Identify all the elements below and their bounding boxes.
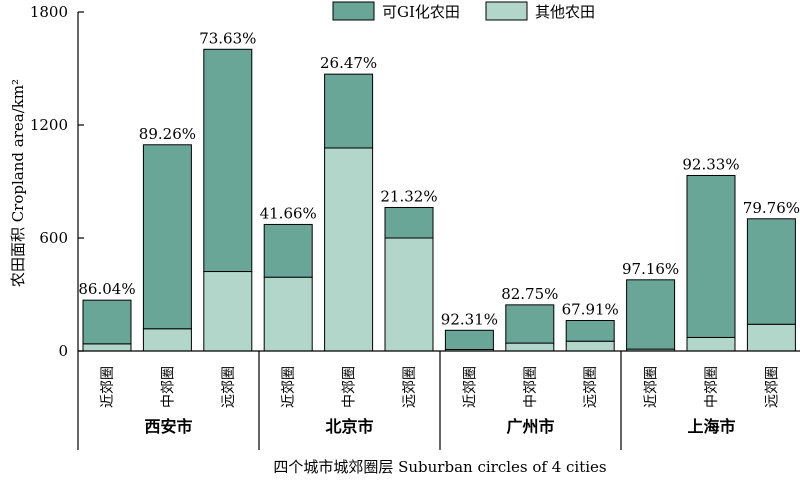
percent-label: 97.16% [622, 260, 679, 278]
y-tick-label: 1200 [30, 116, 68, 134]
bar-segment-other [82, 343, 132, 352]
legend-label: 其他农田 [535, 3, 595, 21]
percent-label: 89.26% [139, 125, 196, 143]
bars [82, 48, 796, 352]
bar-segment-other [203, 271, 253, 352]
percent-label: 21.32% [380, 187, 437, 205]
y-tick-label: 1800 [30, 3, 68, 21]
group-label: 西安市 [144, 417, 192, 436]
category-label: 中郊圈 [703, 366, 720, 408]
category-label: 远郊圈 [401, 366, 418, 408]
y-axis-title: 农田面积 Cropland area/km² [9, 79, 27, 287]
group-label: 北京市 [325, 417, 373, 436]
category-label: 近郊圈 [280, 366, 297, 408]
category-label: 近郊圈 [461, 366, 478, 408]
bar-segment-gi [505, 304, 555, 344]
category-label: 中郊圈 [159, 366, 176, 408]
percent-label: 92.31% [441, 310, 498, 328]
bar-segment-gi [686, 174, 736, 338]
y-axis: 0 600 1200 1800 [30, 3, 84, 360]
bar-segment-gi [384, 206, 434, 239]
legend-swatch [332, 1, 375, 21]
legend: 可GI化农田 其他农田 [332, 1, 595, 21]
bar-segment-other [384, 237, 434, 352]
percent-label: 92.33% [682, 155, 739, 173]
percent-label: 82.75% [501, 285, 558, 303]
bar-segment-other [746, 323, 796, 352]
category-label: 近郊圈 [99, 366, 116, 408]
group-label: 广州市 [506, 417, 554, 436]
percent-label: 79.76% [743, 199, 800, 217]
category-label: 远郊圈 [220, 366, 237, 408]
bar-segment-gi [203, 48, 253, 273]
percent-label: 41.66% [260, 204, 317, 222]
x-axis-title: 四个城市城郊圈层 Suburban circles of 4 cities [273, 458, 606, 476]
bar-segment-other [263, 276, 313, 352]
category-label: 中郊圈 [341, 366, 358, 408]
percent-label: 86.04% [78, 280, 135, 298]
bar-segment-other [142, 328, 192, 352]
percent-label: 67.91% [562, 300, 619, 318]
percent-labels: 86.04% 89.26% 73.63% 41.66% 26.47% 21.32% 92.3… [78, 29, 800, 328]
percent-label: 26.47% [320, 54, 377, 72]
y-tick-label: 0 [58, 342, 68, 360]
category-label: 远郊圈 [582, 366, 599, 408]
bar-segment-other [565, 340, 615, 352]
bar-segment-gi [82, 299, 132, 345]
bar-segment-gi [626, 279, 676, 350]
category-label: 中郊圈 [522, 366, 539, 408]
category-label: 远郊圈 [763, 366, 780, 408]
percent-label: 73.63% [199, 29, 256, 47]
group-label: 上海市 [687, 417, 735, 436]
legend-swatch [485, 1, 528, 21]
bar-segment-other [324, 147, 374, 352]
bar-segment-gi [324, 73, 374, 149]
bar-segment-gi [142, 144, 192, 330]
bar-segment-other [505, 342, 555, 352]
bar-segment-gi [565, 319, 615, 342]
bar-segment-gi [746, 218, 796, 325]
bar-segment-gi [444, 329, 494, 350]
legend-label: 可GI化农田 [382, 3, 460, 21]
bar-segment-gi [263, 223, 313, 278]
y-tick-label: 600 [39, 229, 68, 247]
bar-segment-other [686, 336, 736, 352]
category-label: 近郊圈 [643, 366, 660, 408]
